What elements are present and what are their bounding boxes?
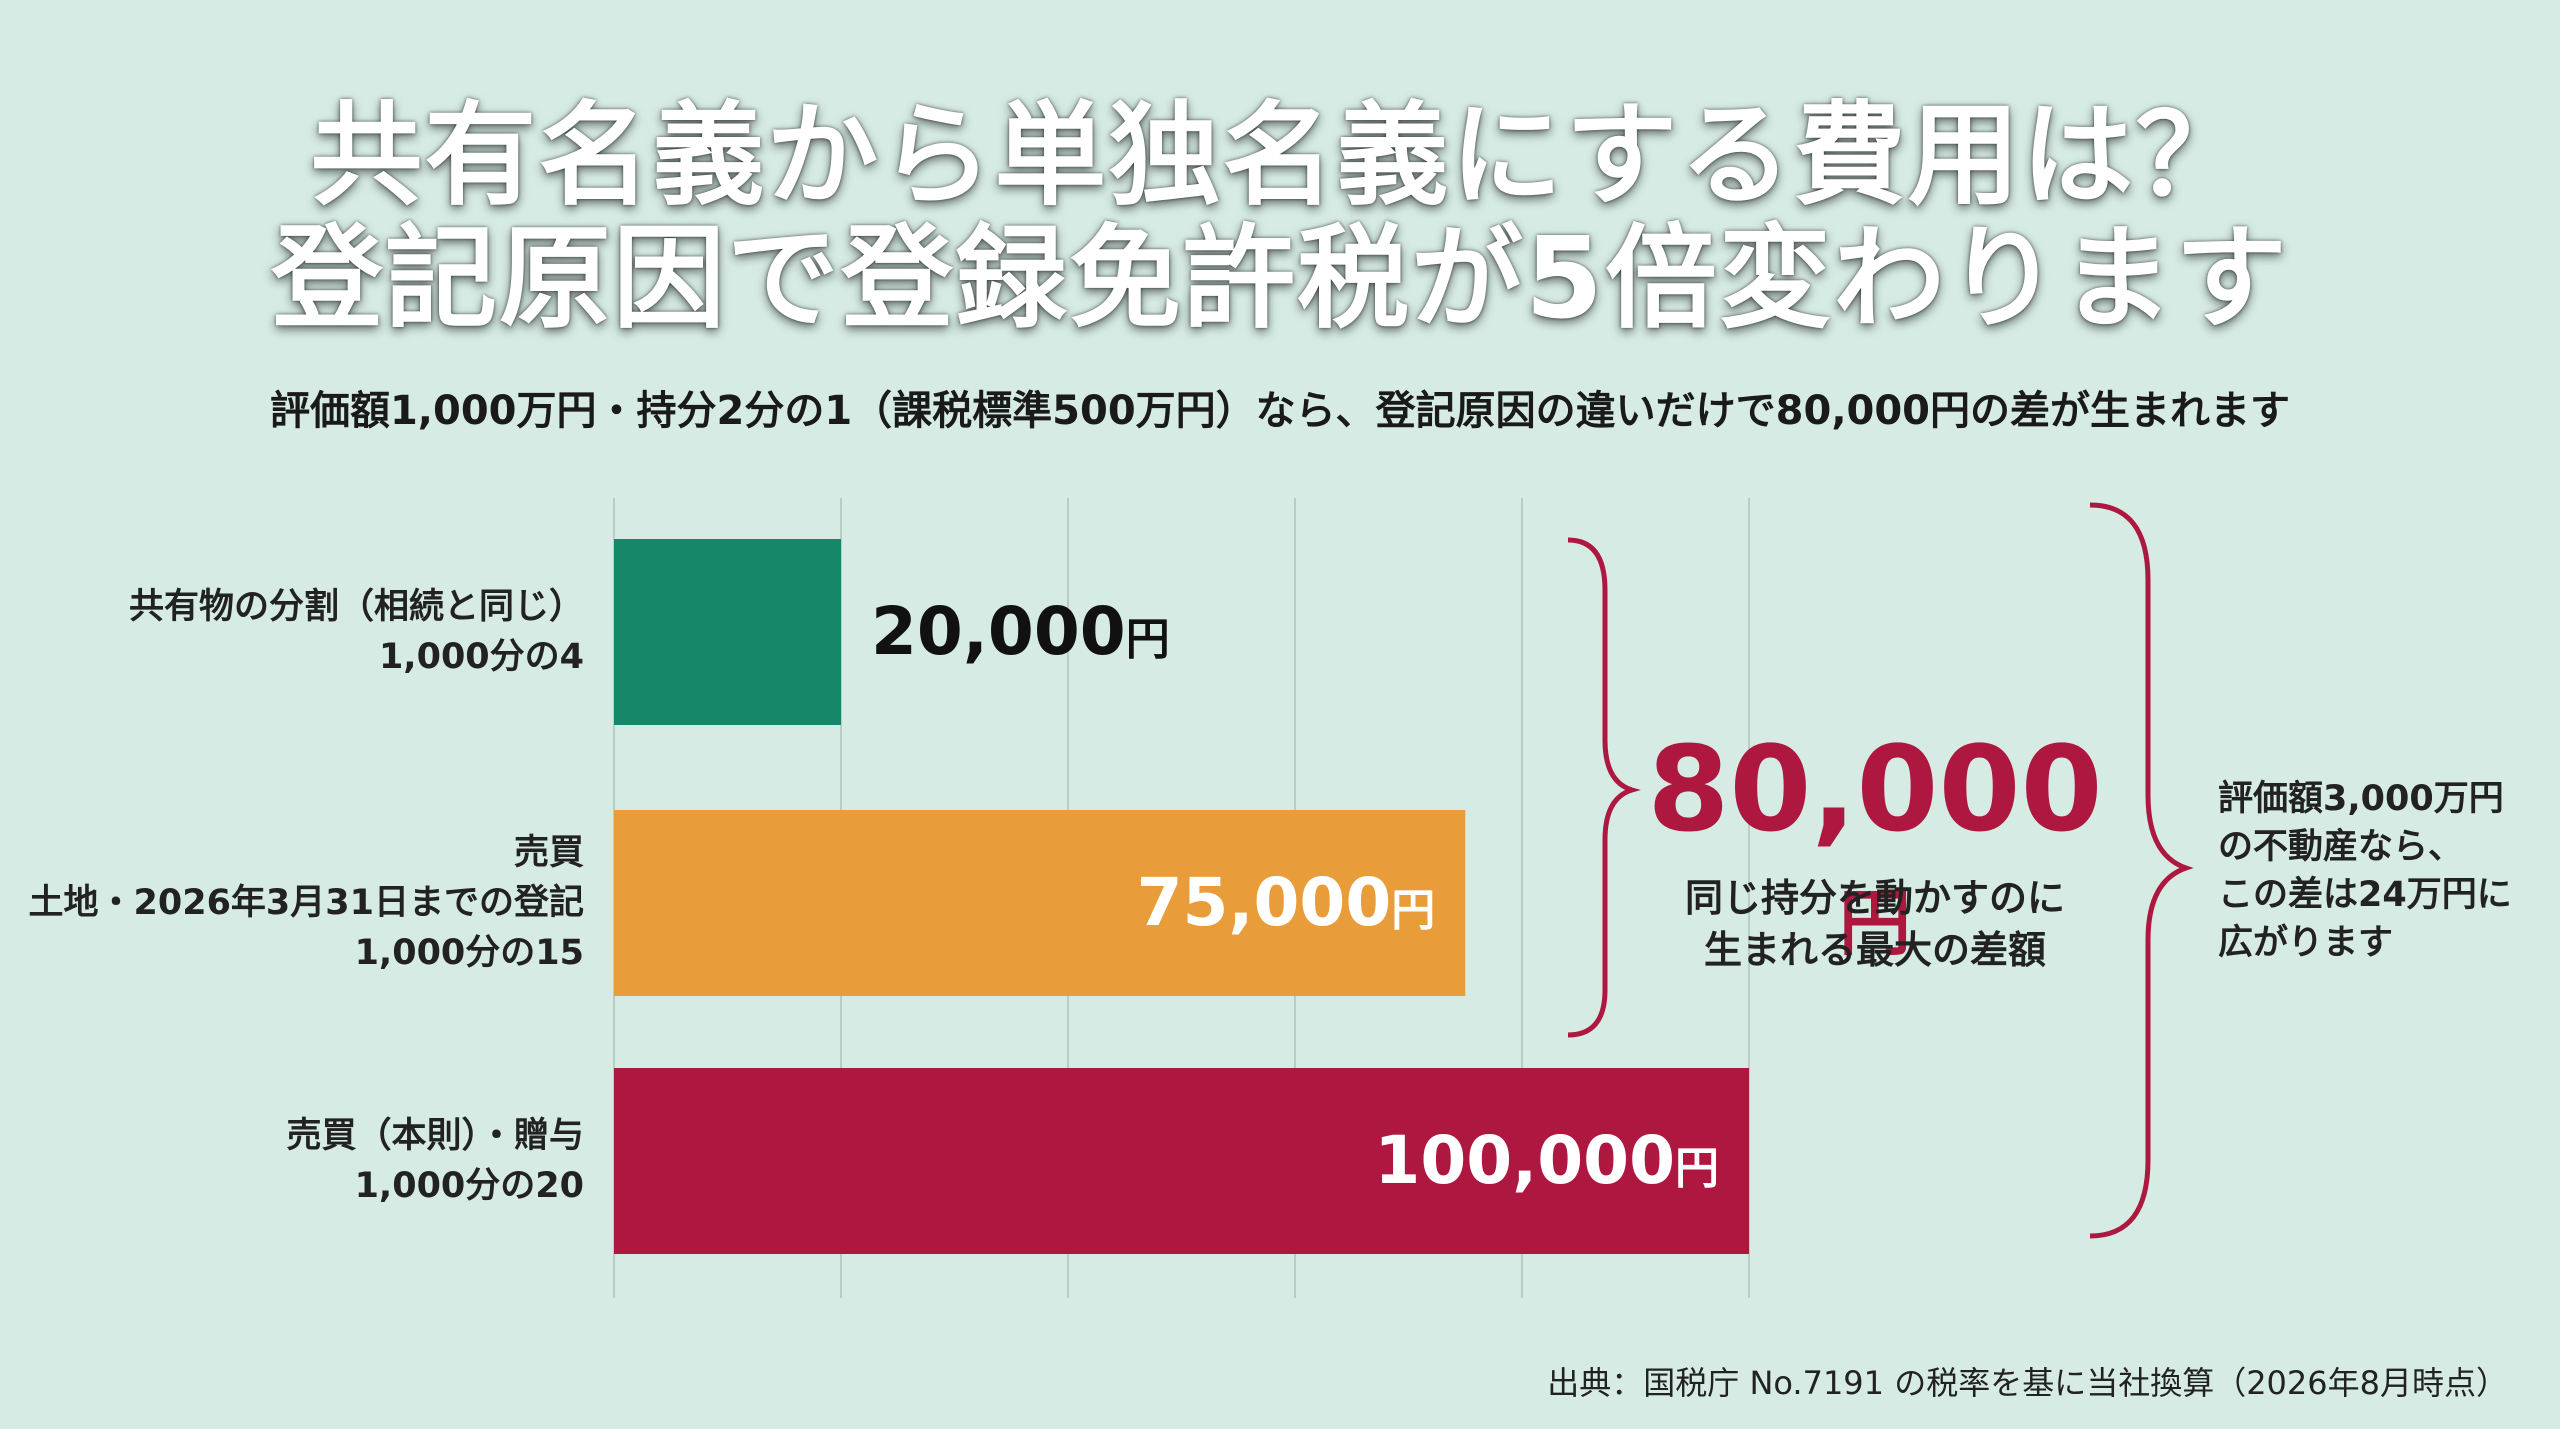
- category-label: 売買（本則）・贈与 1,000分の20: [286, 1116, 584, 1206]
- value-label: 20,000円: [871, 593, 1170, 670]
- bar: [614, 810, 1466, 996]
- category-label: 共有物の分割（相続と同じ） 1,000分の4: [128, 587, 584, 677]
- brace: [1567, 537, 1641, 1038]
- value-label: 100,000円: [1374, 1122, 1719, 1199]
- difference-note: 同じ持分を動かすのに 生まれる最大の差額: [1684, 876, 2065, 972]
- value-label: 75,000円: [1136, 864, 1436, 941]
- source: 出典：国税庁 No.7191 の税率を基に当社換算（2026年8月時点）: [1547, 1364, 2508, 1402]
- title: 共有名義から単独名義にする費用は？: [310, 91, 2250, 221]
- bar: [614, 539, 841, 725]
- difference: 80,000円: [1647, 720, 2103, 965]
- brace: [2089, 502, 2194, 1239]
- bar: [614, 1068, 1749, 1254]
- title: 登記原因で登録免許税が5倍変わります: [271, 214, 2289, 344]
- category-label: 売買 土地・2026年3月31日までの登記 1,000分の15: [28, 833, 584, 973]
- subtitle: 評価額1,000万円・持分2分の1（課税標準500万円）なら、登記原因の違いだけ…: [269, 388, 2291, 434]
- side-note: 評価額3,000万円 の不動産なら、 この差は24万円に 広がります: [2218, 779, 2512, 963]
